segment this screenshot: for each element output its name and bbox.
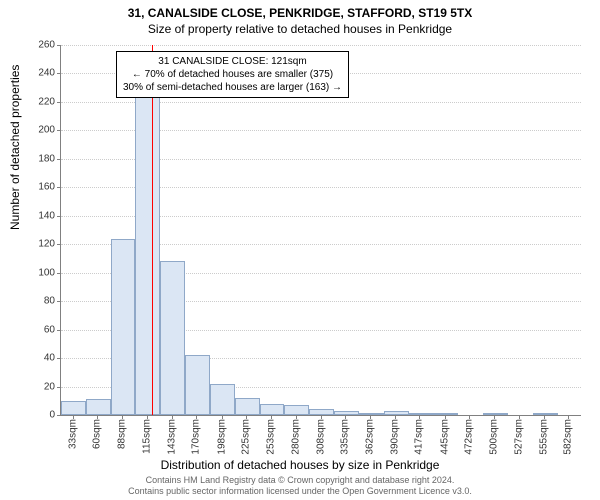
title-line-1: 31, CANALSIDE CLOSE, PENKRIDGE, STAFFORD… — [0, 0, 600, 20]
x-tick-label: 60sqm — [92, 419, 103, 449]
histogram-bar — [260, 404, 285, 415]
chart-area: 02040608010012014016018020022024026033sq… — [60, 45, 580, 415]
x-tick-label: 308sqm — [316, 419, 327, 455]
annotation-line3: 30% of semi-detached houses are larger (… — [123, 81, 342, 94]
x-tick-label: 417sqm — [414, 419, 425, 455]
x-tick-label: 253sqm — [266, 419, 277, 455]
x-tick-label: 225sqm — [241, 419, 252, 455]
title-line-2: Size of property relative to detached ho… — [0, 20, 600, 36]
y-tick-label: 200 — [25, 125, 55, 136]
histogram-bar — [160, 261, 185, 415]
y-tick-mark — [57, 301, 61, 302]
histogram-bar — [384, 411, 409, 415]
x-tick-label: 170sqm — [191, 419, 202, 455]
y-tick-label: 240 — [25, 68, 55, 79]
footer-attribution: Contains HM Land Registry data © Crown c… — [0, 475, 600, 497]
y-tick-label: 180 — [25, 153, 55, 164]
y-tick-mark — [57, 187, 61, 188]
chart-container: 31, CANALSIDE CLOSE, PENKRIDGE, STAFFORD… — [0, 0, 600, 500]
histogram-bar — [284, 405, 309, 415]
footer-line-2: Contains public sector information licen… — [0, 486, 600, 497]
histogram-bar — [409, 413, 434, 415]
x-tick-label: 527sqm — [513, 419, 524, 455]
x-tick-label: 335sqm — [340, 419, 351, 455]
y-tick-label: 80 — [25, 296, 55, 307]
y-tick-label: 120 — [25, 239, 55, 250]
y-tick-label: 100 — [25, 267, 55, 278]
y-tick-label: 220 — [25, 96, 55, 107]
x-tick-label: 445sqm — [439, 419, 450, 455]
y-tick-label: 0 — [25, 410, 55, 421]
reference-line — [152, 45, 153, 415]
x-tick-label: 33sqm — [67, 419, 78, 449]
plot-area: 02040608010012014016018020022024026033sq… — [60, 45, 581, 416]
y-tick-mark — [57, 273, 61, 274]
x-tick-label: 555sqm — [538, 419, 549, 455]
y-tick-mark — [57, 387, 61, 388]
histogram-bar — [111, 239, 136, 415]
y-tick-mark — [57, 244, 61, 245]
histogram-bar — [533, 413, 558, 415]
histogram-bar — [135, 96, 160, 415]
y-tick-mark — [57, 102, 61, 103]
annotation-line2: ← 70% of detached houses are smaller (37… — [123, 68, 342, 81]
x-tick-label: 88sqm — [117, 419, 128, 449]
y-tick-mark — [57, 330, 61, 331]
y-tick-mark — [57, 358, 61, 359]
gridline — [61, 45, 581, 46]
annotation-box: 31 CANALSIDE CLOSE: 121sqm← 70% of detac… — [116, 51, 349, 98]
y-tick-mark — [57, 73, 61, 74]
y-tick-mark — [57, 216, 61, 217]
y-tick-label: 260 — [25, 40, 55, 51]
x-tick-label: 500sqm — [489, 419, 500, 455]
y-axis-label: Number of detached properties — [8, 65, 22, 230]
y-tick-label: 40 — [25, 353, 55, 364]
histogram-bar — [359, 413, 384, 415]
x-axis-label: Distribution of detached houses by size … — [0, 458, 600, 472]
y-tick-mark — [57, 130, 61, 131]
y-tick-label: 160 — [25, 182, 55, 193]
y-tick-mark — [57, 159, 61, 160]
histogram-bar — [483, 413, 508, 415]
y-tick-mark — [57, 45, 61, 46]
x-tick-label: 390sqm — [390, 419, 401, 455]
x-tick-label: 362sqm — [364, 419, 375, 455]
x-tick-label: 143sqm — [167, 419, 178, 455]
y-tick-label: 60 — [25, 324, 55, 335]
histogram-bar — [334, 411, 359, 415]
histogram-bar — [185, 355, 210, 415]
annotation-line1: 31 CANALSIDE CLOSE: 121sqm — [123, 55, 342, 68]
y-tick-mark — [57, 415, 61, 416]
histogram-bar — [210, 384, 235, 415]
x-tick-label: 582sqm — [563, 419, 574, 455]
y-tick-label: 20 — [25, 381, 55, 392]
x-tick-label: 472sqm — [464, 419, 475, 455]
histogram-bar — [61, 401, 86, 415]
x-tick-label: 198sqm — [216, 419, 227, 455]
histogram-bar — [433, 413, 458, 415]
y-tick-label: 140 — [25, 210, 55, 221]
x-tick-label: 115sqm — [141, 419, 152, 454]
footer-line-1: Contains HM Land Registry data © Crown c… — [0, 475, 600, 486]
histogram-bar — [235, 398, 260, 415]
histogram-bar — [86, 399, 111, 415]
x-tick-label: 280sqm — [290, 419, 301, 455]
